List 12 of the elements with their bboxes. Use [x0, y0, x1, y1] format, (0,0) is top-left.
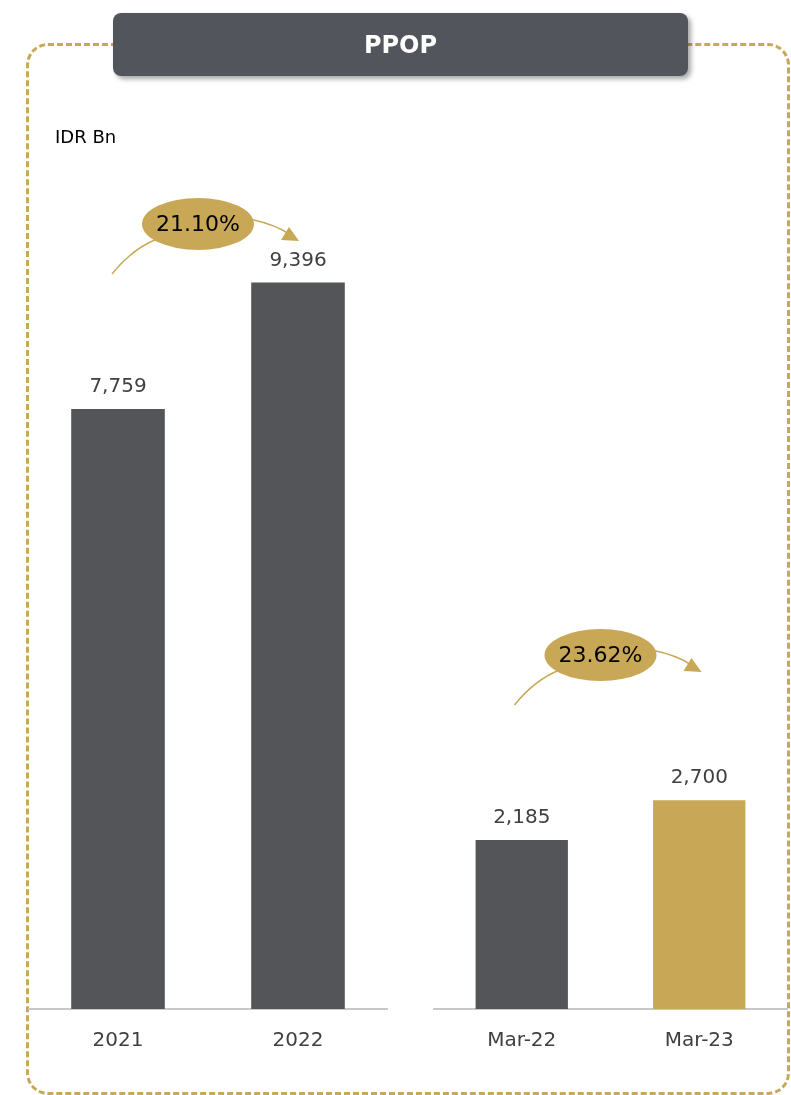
- x-tick-label: 2022: [272, 1027, 324, 1052]
- data-label: 7,759: [89, 373, 147, 398]
- data-label: 9,396: [269, 246, 327, 271]
- x-tick-label: Mar-23: [664, 1027, 734, 1052]
- data-label: 2,185: [493, 804, 551, 829]
- chart-title: PPOP: [113, 13, 688, 76]
- y-axis-title: IDR Bn: [55, 126, 117, 147]
- text: 23.62%: [558, 641, 643, 667]
- x-tick-label: Mar-22: [487, 1027, 557, 1052]
- text: 21.10%: [156, 210, 240, 236]
- data-label: 2,700: [670, 764, 728, 789]
- x-tick-label: 2021: [92, 1027, 144, 1052]
